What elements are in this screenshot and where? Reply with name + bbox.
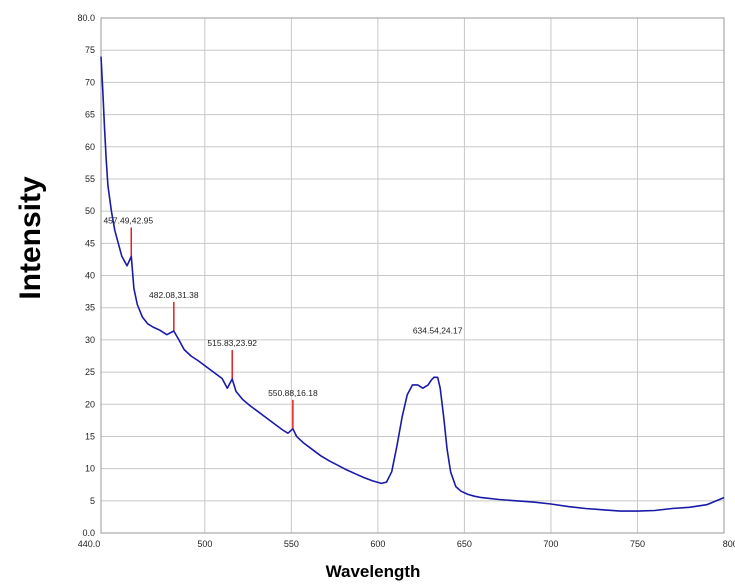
y-tick-label: 50 xyxy=(85,206,95,216)
y-tick-label: 75 xyxy=(85,45,95,55)
y-tick-label: 30 xyxy=(85,335,95,345)
y-tick-label: 15 xyxy=(85,431,95,441)
y-tick-label: 20 xyxy=(85,399,95,409)
grid-lines xyxy=(100,17,725,534)
x-tick-label: 650 xyxy=(457,539,472,549)
y-axis-ticks: 0.0 5 10 15 20 25 30 35 40 45 50 55 60 65 70 75 80.0 xyxy=(77,13,95,538)
x-tick-label: 440.0 xyxy=(78,539,101,549)
y-tick-label: 10 xyxy=(85,464,95,474)
x-tick-label: 700 xyxy=(543,539,558,549)
y-tick-label: 65 xyxy=(85,110,95,120)
plot-frame xyxy=(100,17,725,534)
y-tick-label: 35 xyxy=(85,303,95,313)
x-tick-label: 600 xyxy=(370,539,385,549)
y-tick-label: 80.0 xyxy=(77,13,95,23)
peak-annotation-label: 482.08,31.38 xyxy=(149,290,199,300)
y-tick-label: 25 xyxy=(85,367,95,377)
y-tick-label: 5 xyxy=(90,496,95,506)
y-tick-label: 45 xyxy=(85,238,95,248)
peak-annotation-label: 515.83,23.92 xyxy=(207,338,257,348)
x-tick-label: 800.0 xyxy=(723,539,735,549)
x-tick-label: 750 xyxy=(630,539,645,549)
peak-annotation-label: 634.54,24.17 xyxy=(413,325,463,335)
y-tick-label: 55 xyxy=(85,174,95,184)
peak-annotation-label: 550.88,16.18 xyxy=(268,388,318,398)
x-axis-label: Wavelength xyxy=(326,562,421,581)
peak-annotation-label: 457.49,42.95 xyxy=(103,216,153,226)
y-tick-label: 70 xyxy=(85,77,95,87)
y-axis-label: Intensity xyxy=(14,176,47,300)
y-tick-label: 0.0 xyxy=(82,528,95,538)
series-line-intensity xyxy=(100,56,725,512)
x-axis-ticks: 440.0 500 550 600 650 700 750 800.0 xyxy=(78,539,735,549)
x-tick-label: 550 xyxy=(284,539,299,549)
peak-annotations: 457.49,42.95 482.08,31.38 515.83,23.92 550.… xyxy=(103,216,462,398)
peak-markers xyxy=(130,227,294,429)
x-tick-label: 500 xyxy=(197,539,212,549)
y-tick-label: 40 xyxy=(85,271,95,281)
y-tick-label: 60 xyxy=(85,142,95,152)
